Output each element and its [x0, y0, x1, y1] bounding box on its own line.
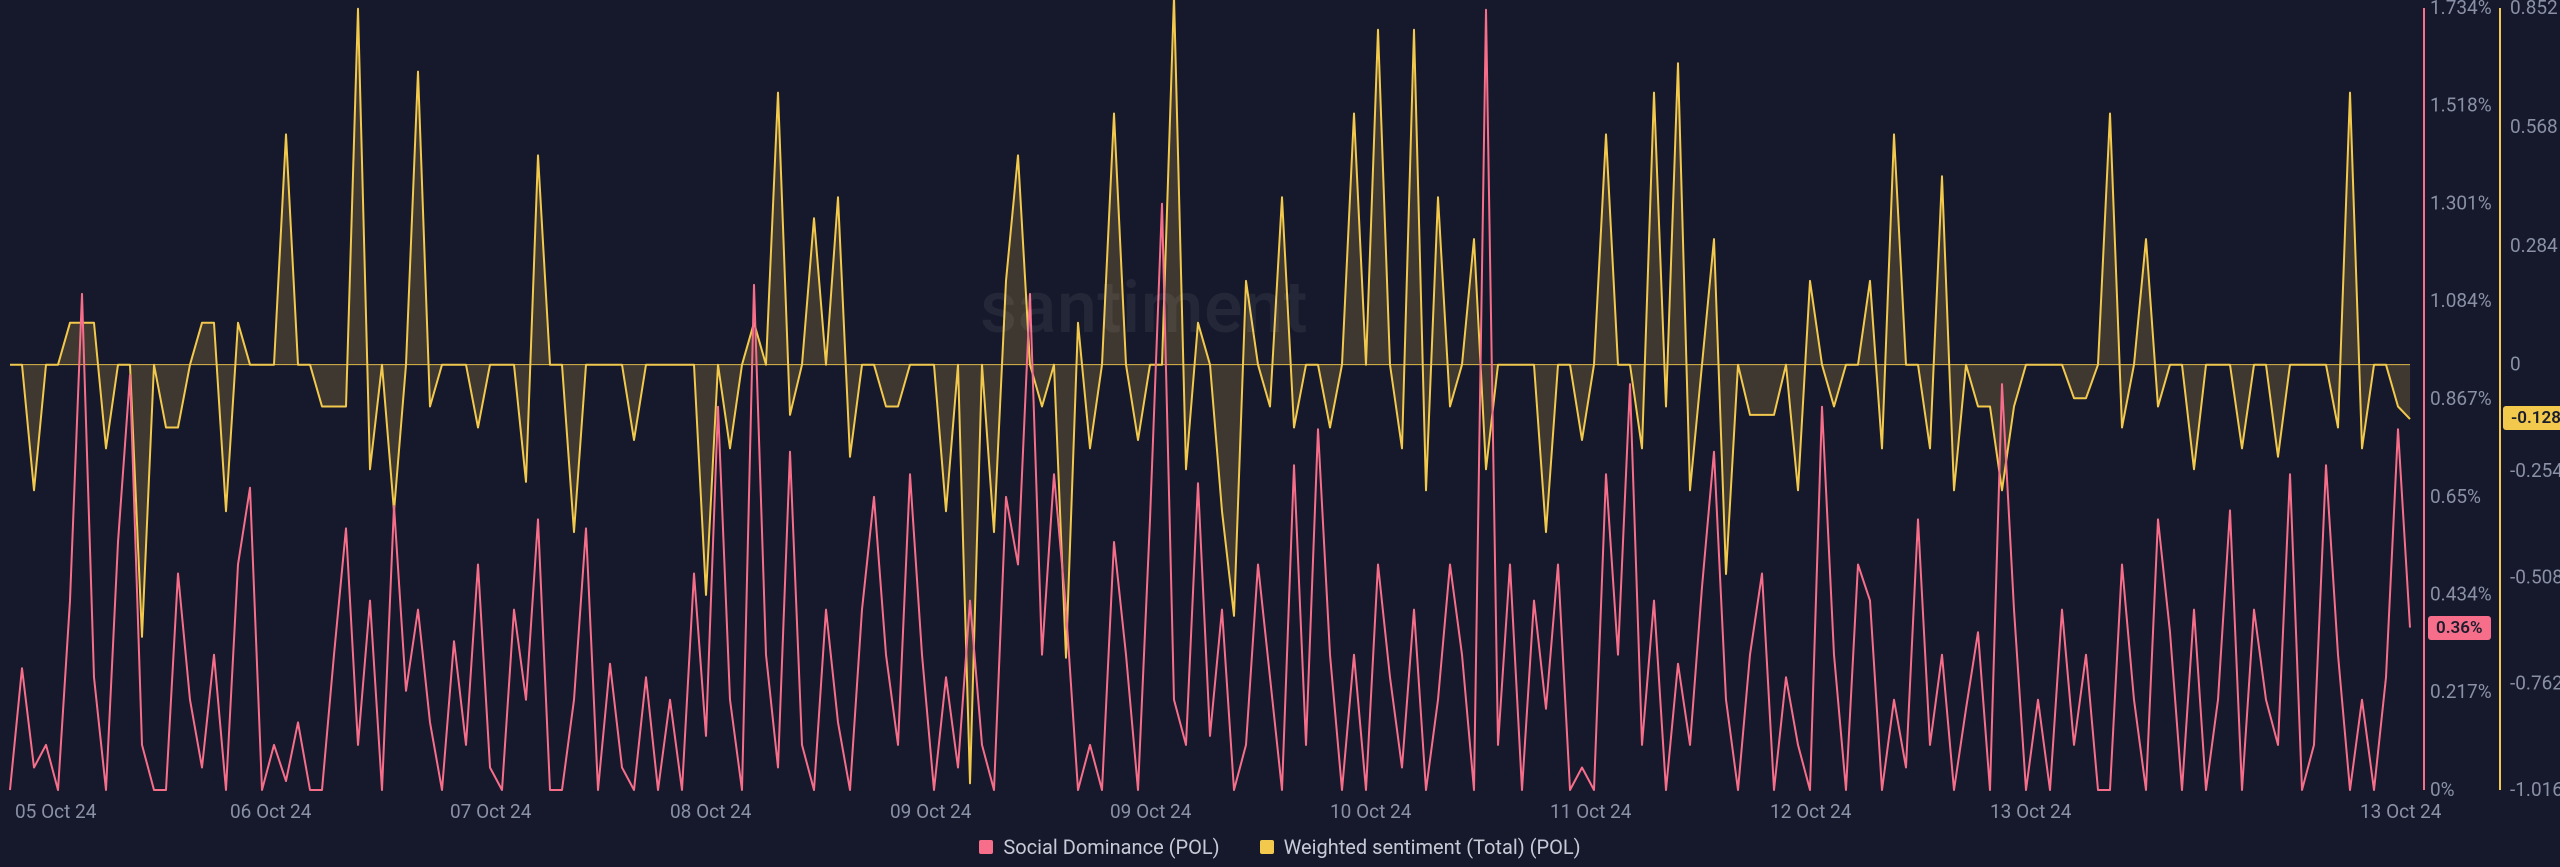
legend-item-weighted-sentiment[interactable]: Weighted sentiment (Total) (POL) [1260, 835, 1581, 859]
svg-text:0.65%: 0.65% [2430, 485, 2481, 508]
svg-text:06 Oct 24: 06 Oct 24 [230, 800, 312, 823]
svg-text:10 Oct 24: 10 Oct 24 [1330, 800, 1412, 823]
svg-text:12 Oct 24: 12 Oct 24 [1770, 800, 1852, 823]
svg-text:-1.016: -1.016 [2510, 778, 2560, 801]
svg-text:1.084%: 1.084% [2430, 289, 2492, 312]
legend-swatch [1260, 840, 1274, 854]
svg-text:13 Oct 24: 13 Oct 24 [2360, 800, 2442, 823]
svg-text:-0.254: -0.254 [2510, 459, 2560, 482]
svg-text:0.217%: 0.217% [2430, 680, 2492, 703]
legend: Social Dominance (POL) Weighted sentimen… [0, 835, 2560, 859]
svg-text:05 Oct 24: 05 Oct 24 [15, 800, 97, 823]
svg-text:0%: 0% [2430, 778, 2455, 801]
svg-text:09 Oct 24: 09 Oct 24 [890, 800, 972, 823]
legend-label: Weighted sentiment (Total) (POL) [1284, 835, 1581, 859]
svg-text:1.518%: 1.518% [2430, 93, 2492, 116]
svg-text:13 Oct 24: 13 Oct 24 [1990, 800, 2072, 823]
svg-text:07 Oct 24: 07 Oct 24 [450, 800, 532, 823]
svg-text:0: 0 [2510, 353, 2521, 376]
svg-text:11 Oct 24: 11 Oct 24 [1550, 800, 1632, 823]
svg-text:0.568: 0.568 [2510, 115, 2558, 138]
svg-text:1.301%: 1.301% [2430, 191, 2492, 214]
legend-item-social-dominance[interactable]: Social Dominance (POL) [979, 835, 1219, 859]
svg-text:0.284: 0.284 [2510, 234, 2558, 257]
svg-text:0.434%: 0.434% [2430, 582, 2492, 605]
legend-label: Social Dominance (POL) [1003, 835, 1219, 859]
svg-text:09 Oct 24: 09 Oct 24 [1110, 800, 1192, 823]
chart-svg[interactable]: 05 Oct 24 06 Oct 24 07 Oct 24 08 Oct 24 09 O… [0, 0, 2560, 867]
svg-text:-0.762: -0.762 [2510, 672, 2560, 695]
svg-text:-0.508: -0.508 [2510, 565, 2560, 588]
svg-text:1.734%: 1.734% [2430, 0, 2492, 19]
right-axis-current-badge: -0.128 [2503, 406, 2560, 430]
svg-text:0.867%: 0.867% [2430, 387, 2492, 410]
left-axis-current-badge: 0.36% [2428, 616, 2491, 640]
svg-text:08 Oct 24: 08 Oct 24 [670, 800, 752, 823]
legend-swatch [979, 840, 993, 854]
chart-container: 05 Oct 24 06 Oct 24 07 Oct 24 08 Oct 24 09 O… [0, 0, 2560, 867]
svg-text:0.852: 0.852 [2510, 0, 2558, 19]
